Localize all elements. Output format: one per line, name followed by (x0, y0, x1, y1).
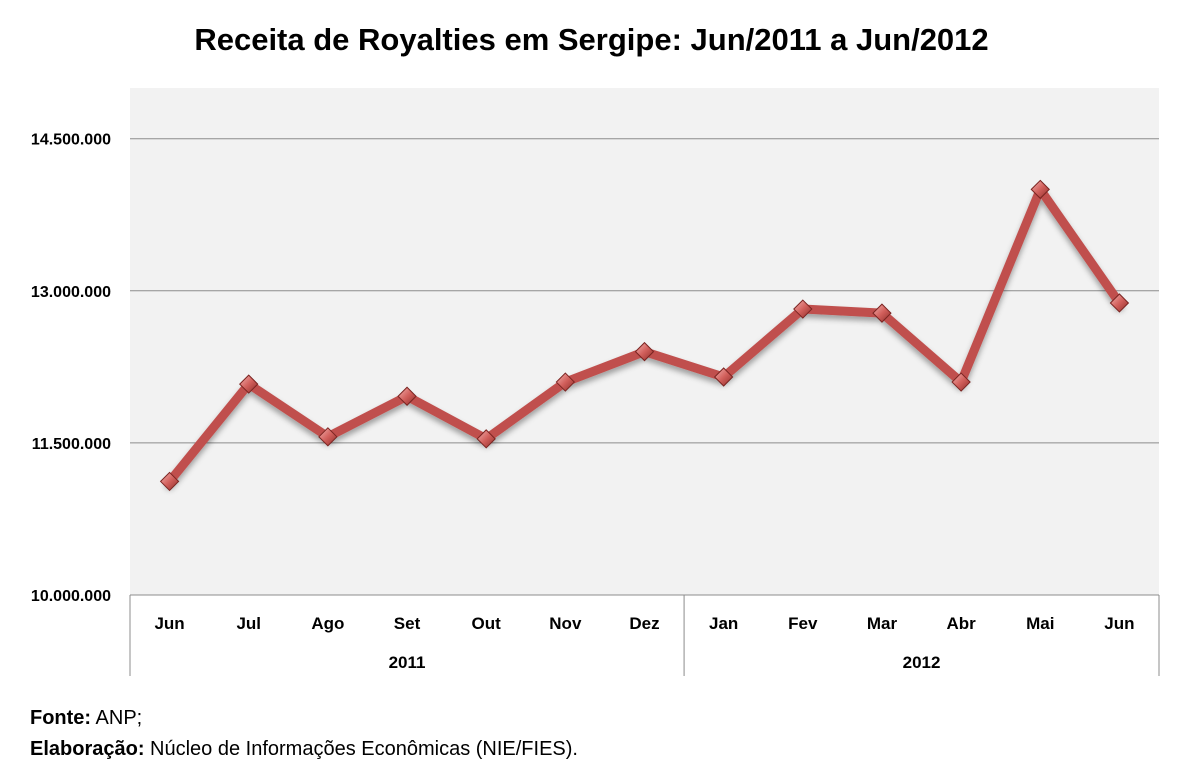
data-point-marker (713, 367, 734, 387)
source-value: ANP; (91, 707, 143, 729)
x-tick-label: Abr (946, 614, 976, 633)
data-point-marker (1030, 179, 1050, 200)
data-point-marker (397, 386, 417, 406)
x-tick-label: Fev (788, 614, 818, 633)
x-tick-label: Nov (549, 614, 582, 633)
data-point-marker (159, 471, 180, 492)
source-label: Fonte: (30, 707, 92, 729)
x-tick-label: Mar (867, 614, 898, 633)
y-tick-label: 13.000.000 (31, 284, 111, 301)
line-chart: 10.000.000 11.500.000 13.000.000 14.500.000… (31, 88, 1160, 676)
data-point-marker (239, 374, 259, 394)
x-tick-label: Jun (1104, 614, 1134, 633)
x-tick-label: Jun (154, 614, 184, 633)
footer: Fonte: ANP; Elaboração: Núcleo de Inform… (30, 703, 578, 765)
data-point-marker (634, 341, 655, 362)
data-point-marker (872, 303, 892, 323)
y-tick-label: 14.500.000 (31, 132, 111, 149)
x-tick-label: Out (472, 614, 502, 633)
credit-label: Elaboração: (30, 738, 145, 760)
x-tick-label: Dez (629, 614, 659, 633)
group-label: 2011 (389, 653, 426, 672)
group-label: 2012 (903, 653, 941, 672)
data-point-marker (555, 372, 576, 392)
data-point-marker (951, 372, 971, 392)
x-tick-label: Jan (709, 614, 738, 633)
x-tick-label: Set (394, 614, 421, 633)
y-tick-label: 10.000.000 (31, 588, 111, 605)
credit-value: Núcleo de Informações Econômicas (NIE/FI… (144, 738, 578, 760)
data-point-marker (318, 427, 338, 447)
x-tick-label: Ago (311, 614, 344, 633)
data-point-marker (1109, 293, 1130, 313)
y-tick-label: 11.500.000 (32, 436, 111, 453)
plot-area (130, 88, 1159, 595)
chart-title: Receita de Royalties em Sergipe: Jun/201… (194, 22, 989, 57)
x-tick-label: Jul (236, 614, 261, 633)
data-point-marker (476, 429, 496, 449)
credit-line: Elaboração: Núcleo de Informações Econôm… (30, 734, 578, 765)
x-tick-label: Mai (1026, 614, 1054, 633)
source-line: Fonte: ANP; (30, 703, 578, 734)
data-point-marker (793, 299, 813, 319)
